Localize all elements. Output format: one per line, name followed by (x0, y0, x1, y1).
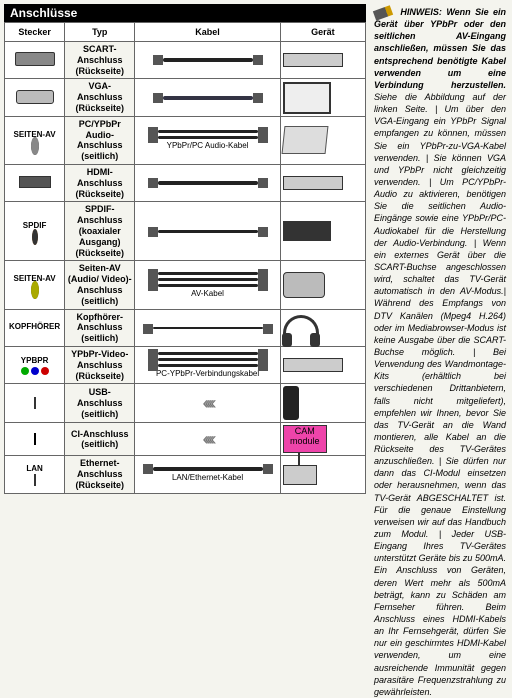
stecker-cell (5, 42, 65, 79)
geraet-cell (280, 116, 365, 164)
kabel-cell (135, 79, 280, 116)
hint-sidebar: HINWEIS: Wenn Sie ein Gerät über YPbPr o… (370, 0, 512, 640)
geraet-cell (280, 309, 365, 346)
table-row: SCART-Anschluss (Rückseite) (5, 42, 366, 79)
table-row: SEITEN-AV Seiten-AV (Audio/ Video)-Ansch… (5, 261, 366, 309)
typ-cell: PC/YPbPr Audio-Anschluss (seitlich) (65, 116, 135, 164)
stecker-cell: YPBPR (5, 346, 65, 383)
typ-cell: Seiten-AV (Audio/ Video)-Anschluss (seit… (65, 261, 135, 309)
col-geraet: Gerät (280, 23, 365, 42)
geraet-cell (280, 384, 365, 423)
table-row: USB-Anschluss (seitlich) (5, 384, 366, 423)
table-row: LAN Ethernet-Anschluss (Rückseite) LAN/E… (5, 456, 366, 493)
kabel-cell (135, 164, 280, 201)
kabel-cell (135, 309, 280, 346)
typ-cell: SCART-Anschluss (Rückseite) (65, 42, 135, 79)
hint-lead: HINWEIS: Wenn Sie ein Gerät über YPbPr o… (374, 7, 506, 90)
hint-body: Siehe die Abbildung auf der linken Seite… (374, 92, 506, 697)
col-stecker: Stecker (5, 23, 65, 42)
geraet-cell (280, 456, 365, 493)
table-row: VGA-Anschluss (Rückseite) (5, 79, 366, 116)
typ-cell: Ethernet-Anschluss (Rückseite) (65, 456, 135, 493)
typ-cell: Kopfhörer-Anschluss (seitlich) (65, 309, 135, 346)
table-row: CI-Anschluss (seitlich) CAMmodule (5, 423, 366, 456)
kabel-cell (135, 423, 280, 456)
table-row: SPDIF SPDIF-Anschluss (koaxialer Ausgang… (5, 202, 366, 261)
section-title: Anschlüsse (4, 4, 366, 22)
col-typ: Typ (65, 23, 135, 42)
typ-cell: SPDIF-Anschluss (koaxialer Ausgang) (Rüc… (65, 202, 135, 261)
typ-cell: USB-Anschluss (seitlich) (65, 384, 135, 423)
col-kabel: Kabel (135, 23, 280, 42)
stecker-cell: LAN (5, 456, 65, 493)
geraet-cell (280, 261, 365, 309)
geraet-cell (280, 346, 365, 383)
table-row: KOPFHÖRER Kopfhörer-Anschluss (seitlich) (5, 309, 366, 346)
typ-cell: YPbPr-Video-Anschluss (Rückseite) (65, 346, 135, 383)
table-row: HDMI-Anschluss (Rückseite) (5, 164, 366, 201)
kabel-cell: YPbPr/PC Audio-Kabel (135, 116, 280, 164)
typ-cell: HDMI-Anschluss (Rückseite) (65, 164, 135, 201)
kabel-cell: LAN/Ethernet-Kabel (135, 456, 280, 493)
table-section: Anschlüsse Stecker Typ Kabel Gerät SCART… (0, 0, 370, 640)
geraet-cell: CAMmodule (280, 423, 365, 456)
stecker-cell: SPDIF (5, 202, 65, 261)
table-row: SEITEN-AV PC/YPbPr Audio-Anschluss (seit… (5, 116, 366, 164)
kabel-cell (135, 42, 280, 79)
geraet-cell (280, 202, 365, 261)
page: Anschlüsse Stecker Typ Kabel Gerät SCART… (0, 0, 512, 640)
stecker-cell (5, 423, 65, 456)
table-row: YPBPR YPbPr-Video-Anschluss (Rückseite) … (5, 346, 366, 383)
geraet-cell (280, 79, 365, 116)
kabel-cell (135, 202, 280, 261)
typ-cell: CI-Anschluss (seitlich) (65, 423, 135, 456)
connectors-table: Stecker Typ Kabel Gerät SCART-Anschluss … (4, 22, 366, 494)
geraet-cell (280, 164, 365, 201)
stecker-cell: KOPFHÖRER (5, 309, 65, 346)
stecker-cell: SEITEN-AV (5, 261, 65, 309)
kabel-cell: AV-Kabel (135, 261, 280, 309)
stecker-cell (5, 79, 65, 116)
geraet-cell (280, 42, 365, 79)
kabel-cell (135, 384, 280, 423)
stecker-cell: SEITEN-AV (5, 116, 65, 164)
typ-cell: VGA-Anschluss (Rückseite) (65, 79, 135, 116)
kabel-cell: PC-YPbPr-Verbindungskabel (135, 346, 280, 383)
stecker-cell (5, 384, 65, 423)
stecker-cell (5, 164, 65, 201)
